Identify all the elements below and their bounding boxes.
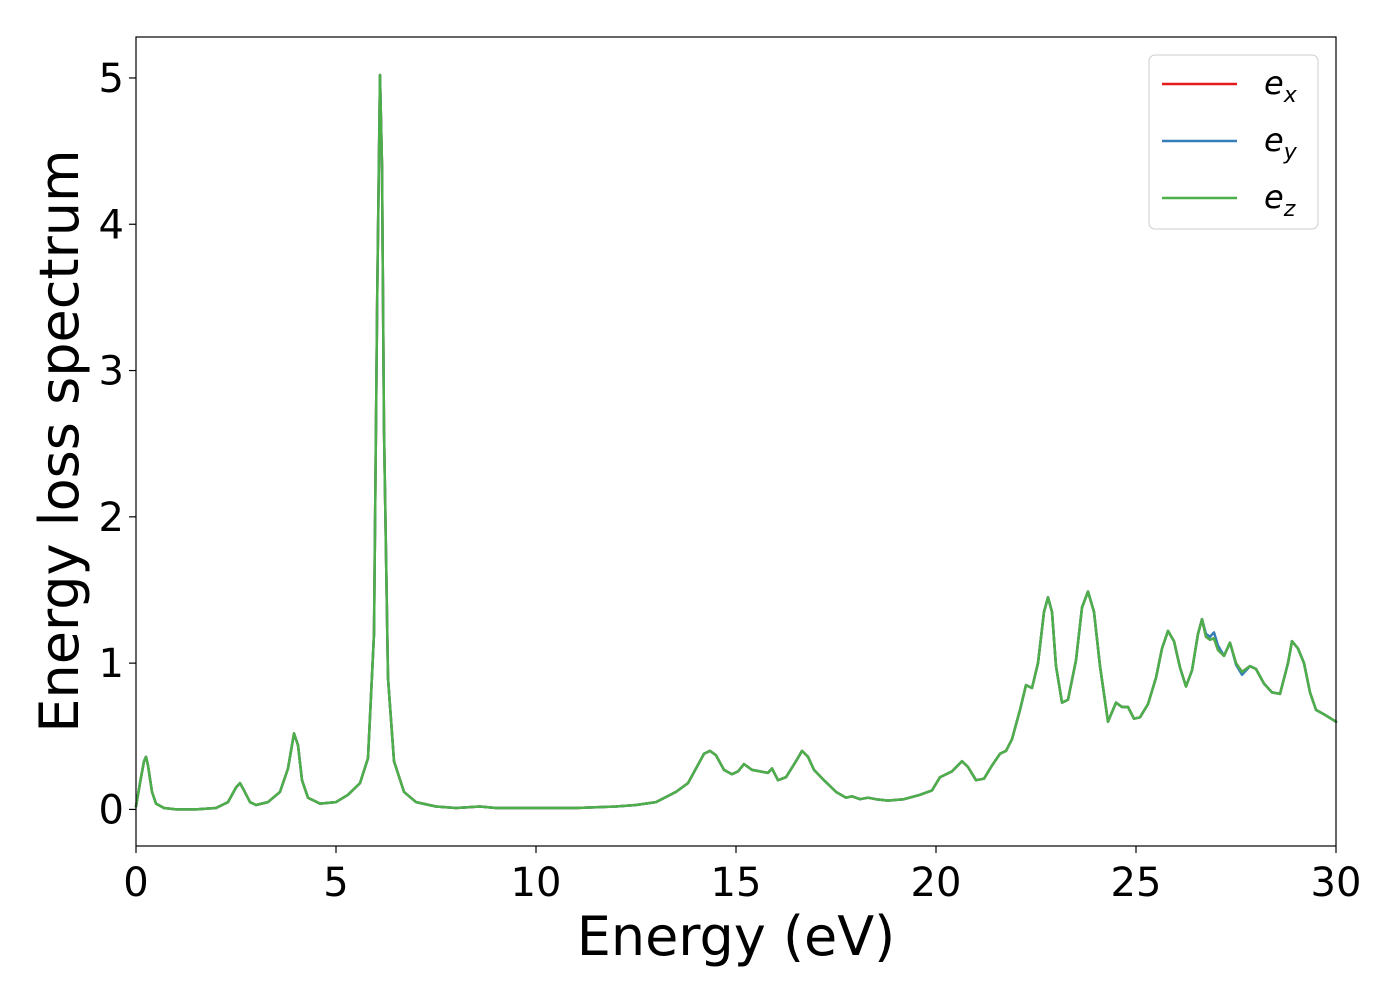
legend-label-ex: ex	[1264, 64, 1298, 108]
x-axis-ticks: 0 5 10 15 20 25 30	[123, 846, 1361, 906]
x-tick-label: 0	[123, 860, 148, 906]
y-tick-label: 5	[99, 56, 124, 102]
x-axis-title: Energy (eV)	[577, 905, 896, 968]
legend: ex ey ez	[1148, 54, 1319, 230]
series-line-ez	[134, 73, 1338, 811]
y-tick-label: 4	[99, 202, 124, 248]
x-tick-label: 15	[711, 860, 762, 906]
y-axis-title: Energy loss spectrum	[28, 149, 91, 732]
y-tick-label: 2	[99, 495, 124, 541]
x-tick-label: 10	[511, 860, 562, 906]
x-tick-label: 5	[323, 860, 348, 906]
x-tick-label: 25	[1111, 860, 1162, 906]
legend-label-ez: ez	[1264, 178, 1296, 222]
x-tick-label: 20	[911, 860, 962, 906]
y-tick-label: 3	[99, 349, 124, 395]
x-tick-label: 30	[1311, 860, 1362, 906]
series-layer	[134, 73, 1338, 811]
y-axis-ticks: 0 1 2 3 4 5	[99, 56, 136, 833]
legend-label-ey: ey	[1264, 121, 1298, 165]
y-tick-label: 1	[99, 641, 124, 687]
y-tick-label: 0	[99, 787, 124, 833]
